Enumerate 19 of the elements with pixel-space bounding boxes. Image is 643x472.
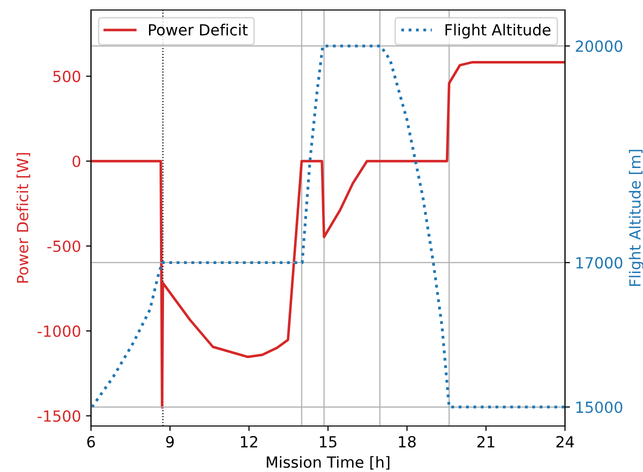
x-tick-label: 9 <box>166 436 174 448</box>
x-tick-label: 21 <box>477 436 494 448</box>
y-tick-label: -1500 <box>38 410 80 422</box>
y-axis-title: Power Deficit [W] <box>16 153 30 283</box>
y-tick-label: -1000 <box>38 325 80 337</box>
x-axis-title: Mission Time [h] <box>266 456 390 470</box>
x-tick-label: 12 <box>240 436 258 448</box>
y2-tick-label: 15000 <box>576 401 622 414</box>
y2-tick-label: 20000 <box>576 40 622 52</box>
x-tick-label: 18 <box>398 436 416 448</box>
y-tick-label: -500 <box>47 240 80 252</box>
y2-tick-label: 17000 <box>576 257 622 269</box>
y-tick-label: 0 <box>72 156 80 168</box>
legend-label: Power Deficit <box>149 24 248 36</box>
x-tick-label: 15 <box>320 436 336 448</box>
x-tick-label: 24 <box>556 436 574 448</box>
y-tick-label: 500 <box>53 70 80 82</box>
legend-label: Flight Altitude <box>446 24 550 39</box>
x-tick-label: 6 <box>87 436 95 448</box>
